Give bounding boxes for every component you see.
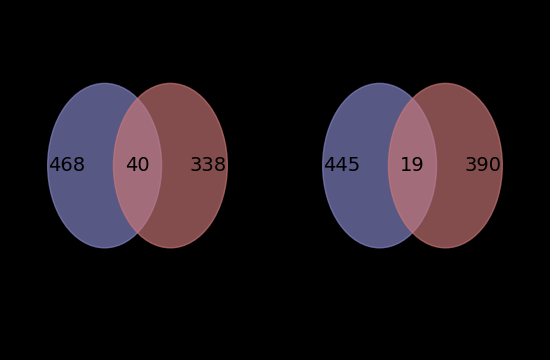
Text: 390: 390 xyxy=(465,156,502,175)
Text: UP_Os: UP_Os xyxy=(208,251,256,267)
Text: DN_Os: DN_Os xyxy=(481,251,531,267)
Text: 40: 40 xyxy=(125,156,150,175)
Ellipse shape xyxy=(323,84,437,248)
Ellipse shape xyxy=(113,84,227,248)
Text: 445: 445 xyxy=(323,156,360,175)
Text: UP_At: UP_At xyxy=(19,59,63,76)
Text: DN_At: DN_At xyxy=(294,59,340,76)
Text: 468: 468 xyxy=(48,156,85,175)
Ellipse shape xyxy=(48,84,162,248)
Ellipse shape xyxy=(388,84,502,248)
Text: 19: 19 xyxy=(400,156,425,175)
Text: 338: 338 xyxy=(190,156,227,175)
